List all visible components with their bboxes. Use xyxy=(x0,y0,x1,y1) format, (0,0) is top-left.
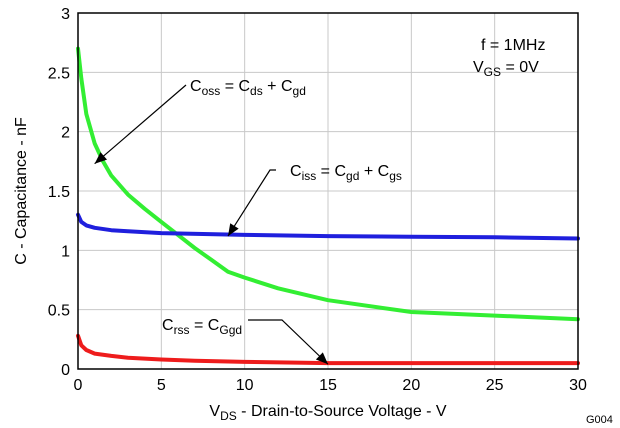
y-tick-labels: 0 0.5 1 1.5 2 2.5 3 xyxy=(48,6,70,379)
condition-frequency: f = 1MHz xyxy=(481,37,545,54)
x-tick-label: 5 xyxy=(157,377,166,394)
crss-label: Crss = CGgd xyxy=(162,317,242,337)
crss-arrowhead xyxy=(315,352,328,365)
annotations: Coss = Cds + Cgd Ciss = Cgd + Cgs Crss = C… xyxy=(94,78,402,365)
y-tick-label: 0 xyxy=(61,362,70,379)
y-tick-label: 0.5 xyxy=(48,303,70,320)
x-tick-label: 10 xyxy=(236,377,254,394)
x-tick-label: 15 xyxy=(319,377,337,394)
grid-lines xyxy=(78,13,578,369)
y-tick-label: 3 xyxy=(61,6,70,23)
x-tick-label: 25 xyxy=(486,377,504,394)
crss-curve xyxy=(76,333,580,366)
coss-leader-line xyxy=(94,84,187,165)
x-tick-labels: 0 5 10 15 20 25 30 xyxy=(74,377,587,394)
x-tick-label: 0 xyxy=(74,377,83,394)
y-tick-label: 1.5 xyxy=(48,184,70,201)
coss-arrowhead xyxy=(94,152,108,164)
series-curves xyxy=(76,46,580,366)
y-tick-label: 2.5 xyxy=(48,65,70,82)
plot-frame xyxy=(77,12,579,370)
ciss-leader-line xyxy=(227,169,276,237)
y-axis-label: C - Capacitance - nF xyxy=(13,117,30,265)
ciss-curve xyxy=(76,212,580,241)
x-axis-label: VDS - Drain-to-Source Voltage - V xyxy=(209,403,447,423)
coss-label: Coss = Cds + Cgd xyxy=(190,78,306,98)
crss-leader-line xyxy=(248,319,329,365)
x-tick-label: 20 xyxy=(402,377,420,394)
ciss-arrowhead xyxy=(228,223,239,237)
y-tick-label: 1 xyxy=(61,243,70,260)
x-tick-label: 30 xyxy=(569,377,587,394)
ciss-label: Ciss = Cgd + Cgs xyxy=(290,163,402,183)
y-tick-label: 2 xyxy=(61,125,70,142)
condition-vgs: VGS = 0V xyxy=(473,59,539,79)
figure-id: G004 xyxy=(586,414,613,426)
